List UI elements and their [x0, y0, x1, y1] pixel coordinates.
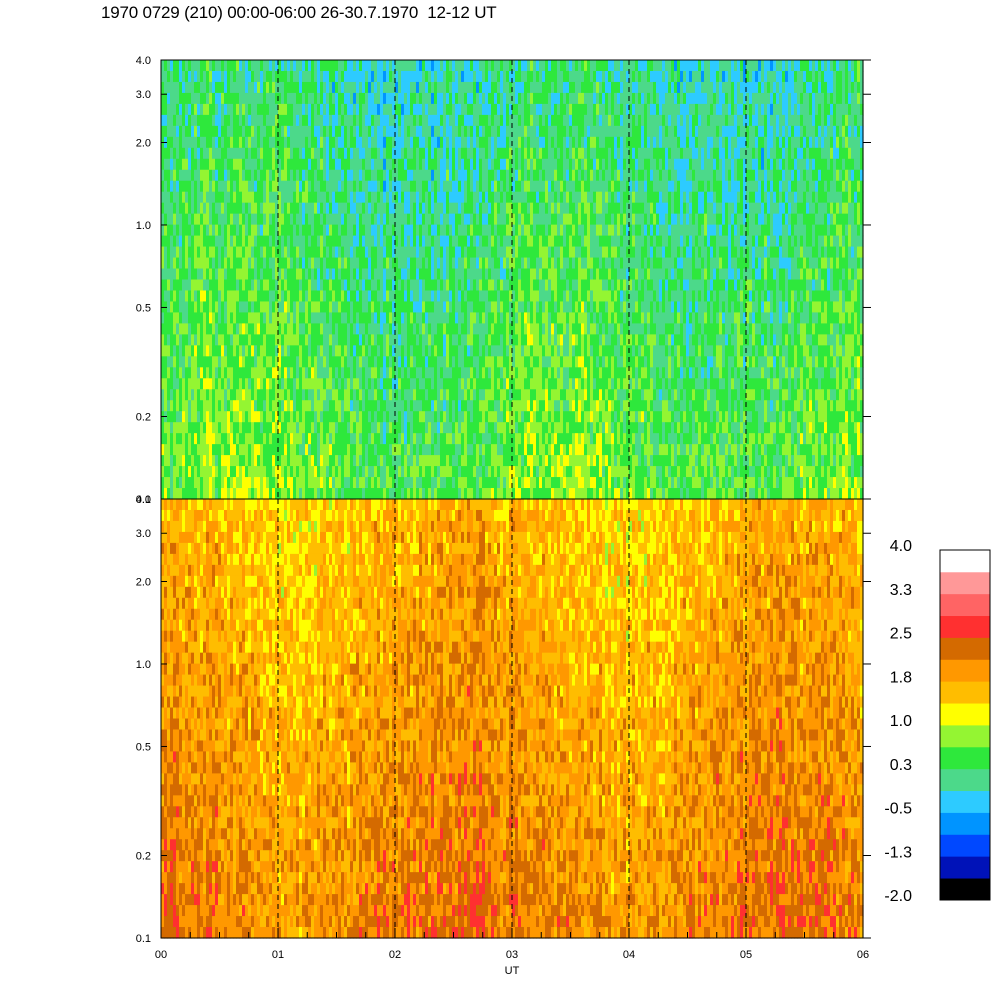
panels-layer: [161, 60, 864, 939]
panel-upper: [161, 60, 864, 500]
